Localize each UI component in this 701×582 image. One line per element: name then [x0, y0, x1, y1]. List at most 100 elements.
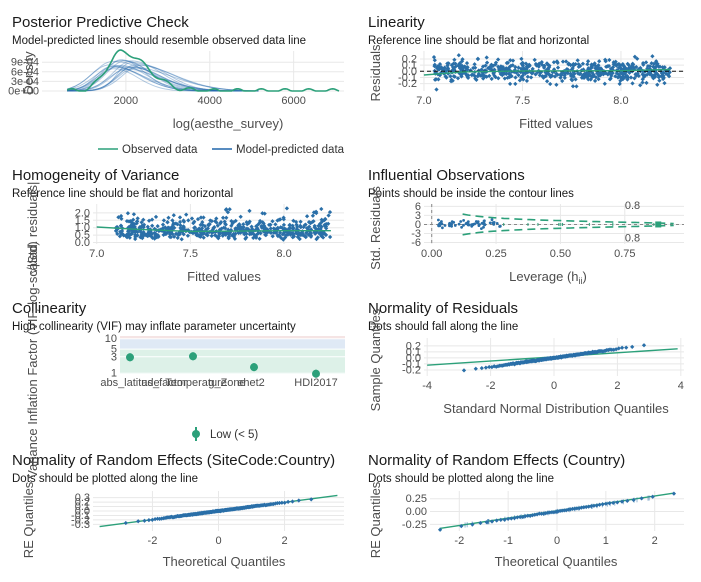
residual-point	[225, 231, 230, 236]
re-quantile-point	[619, 499, 625, 504]
residual-point	[211, 226, 216, 232]
re-quantile-point	[136, 519, 141, 524]
residual-point	[275, 225, 280, 230]
residual-point	[118, 223, 124, 228]
residual-point	[297, 232, 302, 237]
y-tick-label: 9e-04	[11, 57, 39, 69]
y-tick-label: 0.0	[75, 237, 90, 249]
influence-point	[457, 222, 461, 226]
residual-point	[284, 206, 290, 211]
re-quantile-point	[498, 517, 503, 523]
influence-point	[482, 225, 485, 229]
re-quantile-point	[142, 518, 147, 523]
predicted-density-line	[67, 64, 259, 92]
residual-point	[327, 234, 333, 240]
x-tick-label: ehet2	[237, 377, 265, 389]
influence-point	[473, 222, 477, 226]
x-tick-label: 7.0	[89, 248, 104, 260]
residual-point	[326, 221, 331, 226]
residual-point	[124, 234, 129, 239]
re2-title: Normality of Random Effects (Country)	[368, 452, 625, 469]
residual-point	[118, 213, 124, 219]
observed-density-line	[66, 49, 340, 92]
residual-point	[220, 215, 226, 220]
residual-point	[152, 236, 157, 241]
x-tick-label: 8.0	[276, 248, 291, 260]
residual-point	[551, 60, 557, 65]
y-tick-label: 0.0	[75, 506, 90, 518]
influence-point	[441, 226, 444, 230]
re-quantile-point	[296, 498, 301, 503]
re-quantile-point	[615, 500, 620, 505]
residual-point	[322, 222, 327, 228]
influence-point	[470, 223, 473, 227]
re1-ylabel: RE Quantiles	[21, 481, 36, 558]
linearity-plot: 7.0 7.5 8.0 -0.2-0.10.00.10.2	[398, 51, 684, 107]
residual-point	[275, 232, 280, 238]
linearity-title: Linearity	[368, 14, 425, 31]
x-tick-label: HDI2017	[294, 377, 337, 389]
residual-point	[513, 75, 518, 80]
residual-point	[475, 56, 481, 61]
normres-ylabel: Sample Quantiles	[368, 308, 383, 411]
x-tick-label: 0	[215, 535, 221, 547]
residual-point	[314, 236, 319, 242]
y-tick-label: -0.1	[71, 510, 90, 522]
x-tick-label: 1	[603, 535, 609, 547]
influence-subtitle: Points should be inside the contour line…	[368, 188, 574, 200]
residual-point	[177, 215, 183, 220]
residual-point	[323, 216, 328, 222]
re-quantile-point	[279, 500, 285, 505]
influence-point	[495, 222, 499, 225]
residual-point	[241, 225, 246, 230]
residual-point	[128, 232, 133, 237]
re-quantile-point	[589, 504, 594, 509]
residual-point	[544, 79, 550, 84]
re-quantile-point	[502, 517, 507, 522]
residual-point	[135, 216, 140, 221]
residual-point	[200, 222, 205, 228]
re1-plot: -2 0 2 -0.3-0.2-0.10.00.10.20.3	[71, 491, 344, 547]
influence-point-max	[655, 221, 662, 228]
legend-observed-label: Observed data	[122, 144, 198, 156]
residual-point	[198, 215, 204, 220]
x-tick-label: 2	[614, 380, 620, 392]
influence-xlabel-sub: ii	[579, 276, 583, 286]
y-tick-label: 0.00	[406, 506, 427, 518]
residual-point	[278, 225, 283, 230]
legend-predicted-label: Model-predicted data	[236, 144, 345, 156]
loess-fit-line	[96, 226, 331, 233]
x-tick-label: 2	[652, 535, 658, 547]
influence-point	[464, 222, 468, 226]
residual-point	[256, 222, 261, 227]
residual-point	[204, 232, 209, 237]
residual-point	[257, 218, 263, 224]
residual-point	[146, 218, 152, 223]
normres-subtitle: Dots should fall along the line	[368, 321, 518, 333]
residual-point	[298, 225, 303, 230]
y-tick-label: 3	[415, 210, 421, 222]
x-tick-label: 7.5	[183, 248, 198, 260]
residual-quantile-point	[473, 366, 478, 371]
x-tick-label: 2	[281, 535, 287, 547]
y-tick-label: 0.3	[75, 492, 90, 504]
residual-quantile-point	[630, 344, 635, 350]
influence-point	[491, 221, 495, 225]
residual-point	[317, 231, 322, 236]
ppc-ylabel: Density	[21, 51, 36, 95]
y-tick-label: 1.0	[75, 222, 90, 234]
residual-point	[243, 231, 248, 236]
residual-point	[247, 208, 252, 214]
residual-point	[134, 219, 140, 224]
residual-point	[452, 57, 457, 62]
homogeneity-plot: 7.0 7.5 8.0 0.00.51.01.52.0	[75, 204, 344, 260]
residual-point	[166, 215, 171, 220]
y-tick-label: 10	[105, 333, 117, 345]
re-quantile-point	[494, 518, 499, 523]
residual-point	[218, 219, 224, 225]
residual-point	[464, 60, 470, 66]
re-quantile-point	[574, 506, 580, 511]
residual-point	[270, 219, 275, 224]
residual-point	[298, 219, 303, 224]
